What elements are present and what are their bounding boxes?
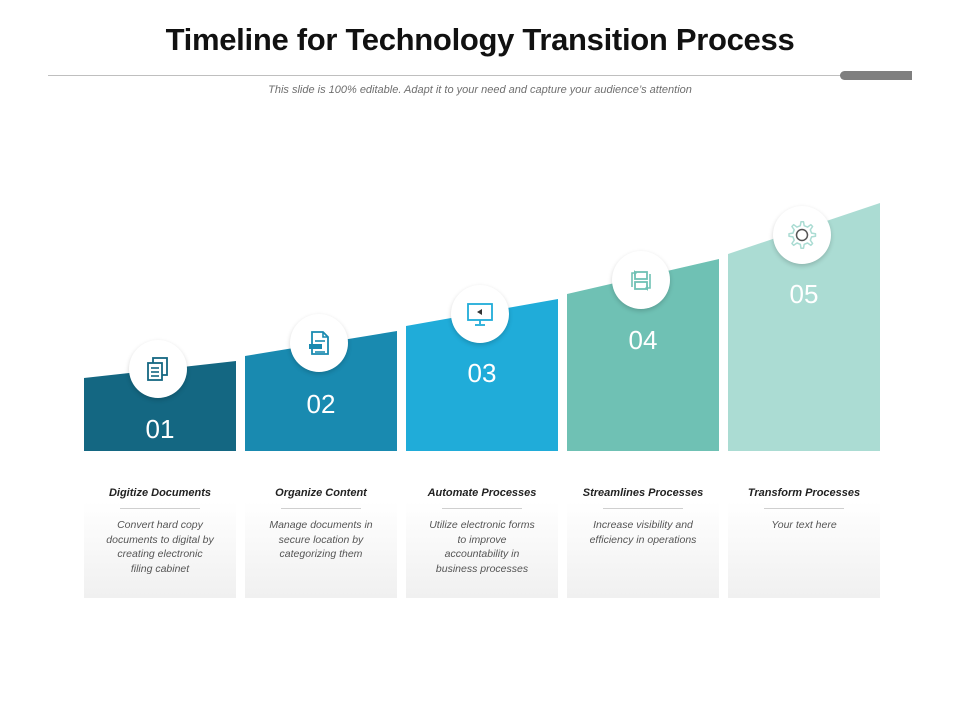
step-icon-circle-5 [773,206,831,264]
step-icon-circle-1 [129,340,187,398]
step-description-5: Your text here [771,519,837,531]
monitor-icon [467,303,493,326]
step-title-2: Organize Content [275,487,367,499]
page-title: Timeline for Technology Transition Proce… [165,22,795,57]
step-icon-circle-4 [612,251,670,309]
step-card-4: Streamlines Processes Increase visibilit… [567,470,719,598]
page-subtitle: This slide is 100% editable. Adapt it to… [268,84,692,96]
step-card-3: Automate Processes Utilize electronic fo… [406,470,558,598]
step-title-5: Transform Processes [747,487,861,499]
step-title-4: Streamlines Processes [582,487,704,499]
documents-icon [147,357,168,381]
step-divider-4 [603,508,683,509]
step-number-2: 02 [306,389,336,419]
title-divider-accent [840,71,912,80]
gear-icon [788,220,817,249]
step-description-4: Increase visibility and efficiency in op… [589,519,697,546]
step-card-1: Digitize Documents Convert hard copy doc… [84,470,236,598]
step-number-5: 05 [789,279,819,309]
step-divider-2 [281,508,361,509]
step-number-4: 04 [628,325,658,355]
file-list-icon [309,331,329,355]
step-icon-circle-3 [451,285,509,343]
step-title-3: Automate Processes [427,487,537,499]
step-divider-5 [764,508,844,509]
step-card-5: Transform Processes Your text here [728,470,880,598]
title-divider [48,75,848,76]
step-description-1: Convert hard copy documents to digital b… [106,519,214,575]
step-bar-2 [245,331,397,451]
step-description-3: Utilize electronic forms to improve acco… [429,519,535,575]
step-card-2: Organize Content Manage documents in sec… [245,470,397,598]
step-bar-1 [84,361,236,451]
step-description-2: Manage documents in secure location by c… [269,519,373,560]
step-number-3: 03 [467,358,497,388]
step-divider-1 [120,508,200,509]
step-title-1: Digitize Documents [108,487,212,499]
step-divider-3 [442,508,522,509]
step-bar-5 [728,203,880,451]
step-bar-4 [567,259,719,451]
step-icon-circle-2 [290,314,348,372]
step-bar-3 [406,299,558,451]
step-number-1: 01 [145,414,175,444]
workflow-icon [631,270,651,291]
